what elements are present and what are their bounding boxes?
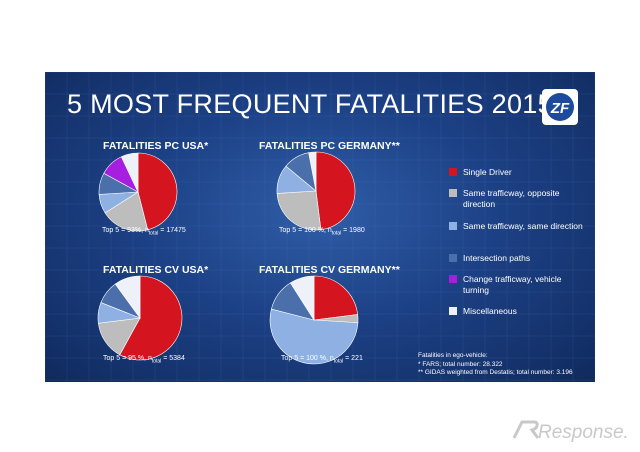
pie-slice-same-trafficway-same-direction (269, 308, 359, 365)
footnote-pc-germany: Top 5 = 100 %, ntotal = 1980 (279, 227, 365, 237)
chart-title-cv-germany: FATALITIES CV GERMANY** (259, 264, 400, 276)
pie-chart-pc-usa (98, 152, 178, 232)
legend-swatch (449, 168, 457, 176)
pie-slice-single-driver (313, 275, 358, 321)
slide-title: 5 MOST FREQUENT FATALITIES 2015 (67, 89, 553, 119)
legend-swatch (449, 189, 457, 197)
source-note: Fatalities in ego-vehicle: (418, 352, 488, 359)
chart-title-pc-germany: FATALITIES PC GERMANY** (259, 140, 400, 152)
legend-label: Change trafficway, vehicle turning (463, 274, 562, 295)
source-notes: Fatalities in ego-vehicle: * FARS; total… (418, 352, 573, 378)
footnote-cv-germany: Top 5 = 100 %, ntotal = 221 (281, 355, 363, 365)
pie-slice-miscellaneous (114, 275, 141, 319)
source-note: ** GIDAS weighted from Destatis; total n… (418, 369, 573, 376)
pie-slice-miscellaneous (308, 151, 317, 192)
pie-slice-single-driver (137, 152, 178, 231)
zf-logo: ZF (542, 89, 578, 125)
legend-label: Miscellaneous (463, 306, 517, 316)
chart-title-pc-usa: FATALITIES PC USA* (103, 140, 209, 152)
legend-label: Single Driver (463, 167, 512, 177)
slide: 5 MOST FREQUENT FATALITIES 2015 ZF FATAL… (45, 72, 595, 382)
legend-label: Same trafficway, same direction (463, 221, 583, 231)
response-watermark: Response. (512, 420, 629, 443)
pie-slice-single-driver (119, 275, 183, 361)
pie-slice-single-driver (315, 151, 356, 231)
footnote-cv-usa: Top 5 = 95 %, ntotal = 5384 (103, 355, 185, 365)
source-note: * FARS; total number: 28.322 (418, 360, 503, 368)
footnote-pc-usa: Top 5 = 93%, ntotal = 17475 (102, 227, 186, 237)
pie-chart-pc-germany (276, 151, 356, 231)
legend-swatch (449, 254, 457, 262)
pie-chart-cv-usa (97, 275, 183, 361)
chart-title-cv-usa: FATALITIES CV USA* (103, 264, 209, 276)
pie-slice-miscellaneous (120, 152, 139, 193)
zf-logo-text: ZF (550, 100, 570, 117)
pie-slice-miscellaneous (290, 275, 315, 322)
legend-swatch (449, 307, 457, 315)
watermark-text: Response. (538, 422, 629, 443)
legend-swatch (449, 222, 457, 230)
legend-label: Same trafficway, opposite direction (463, 188, 560, 209)
pie-slice-same-trafficway-opposite-direction (276, 190, 322, 231)
legend-label: Intersection paths (463, 253, 531, 263)
legend-swatch (449, 275, 457, 283)
pie-chart-cv-germany (269, 275, 359, 365)
pie-slice-same-trafficway-opposite-direction (104, 191, 149, 232)
